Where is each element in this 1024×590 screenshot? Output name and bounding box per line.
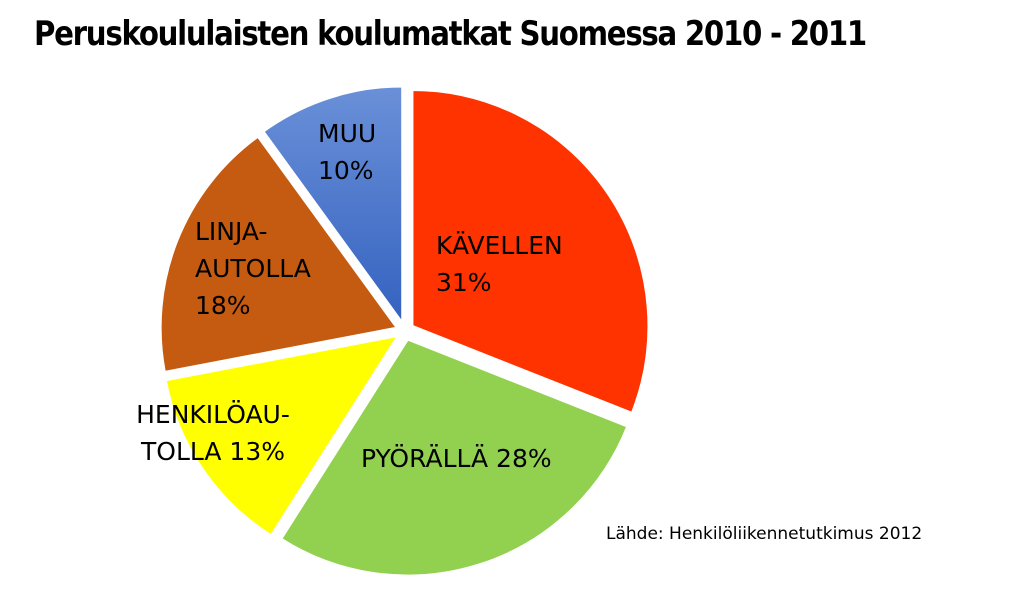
pie-slice-henkiloautolla <box>164 334 400 537</box>
pie-slice-kavellen <box>411 88 650 415</box>
chart-title: Peruskoululaisten koulumatkat Suomessa 2… <box>34 14 867 54</box>
slice-label-henkiloautolla: HENKILÖAU-TOLLA 13% <box>136 400 290 466</box>
pie-slice-pyoralla <box>279 338 629 577</box>
source-note: Lähde: Henkilöliikennetutkimus 2012 <box>606 524 923 544</box>
slice-label-kavellen: KÄVELLEN 31% <box>436 231 563 297</box>
pie-slice-linja-autolla <box>159 135 399 374</box>
slice-label-muu: MUU 10% <box>318 119 376 185</box>
pie-slice-muu <box>262 85 404 326</box>
slice-label-linja-autolla: LINJA-AUTOLLA 18% <box>195 217 311 320</box>
slice-label-pyoralla: PYÖRÄLLÄ 28% <box>361 444 552 473</box>
